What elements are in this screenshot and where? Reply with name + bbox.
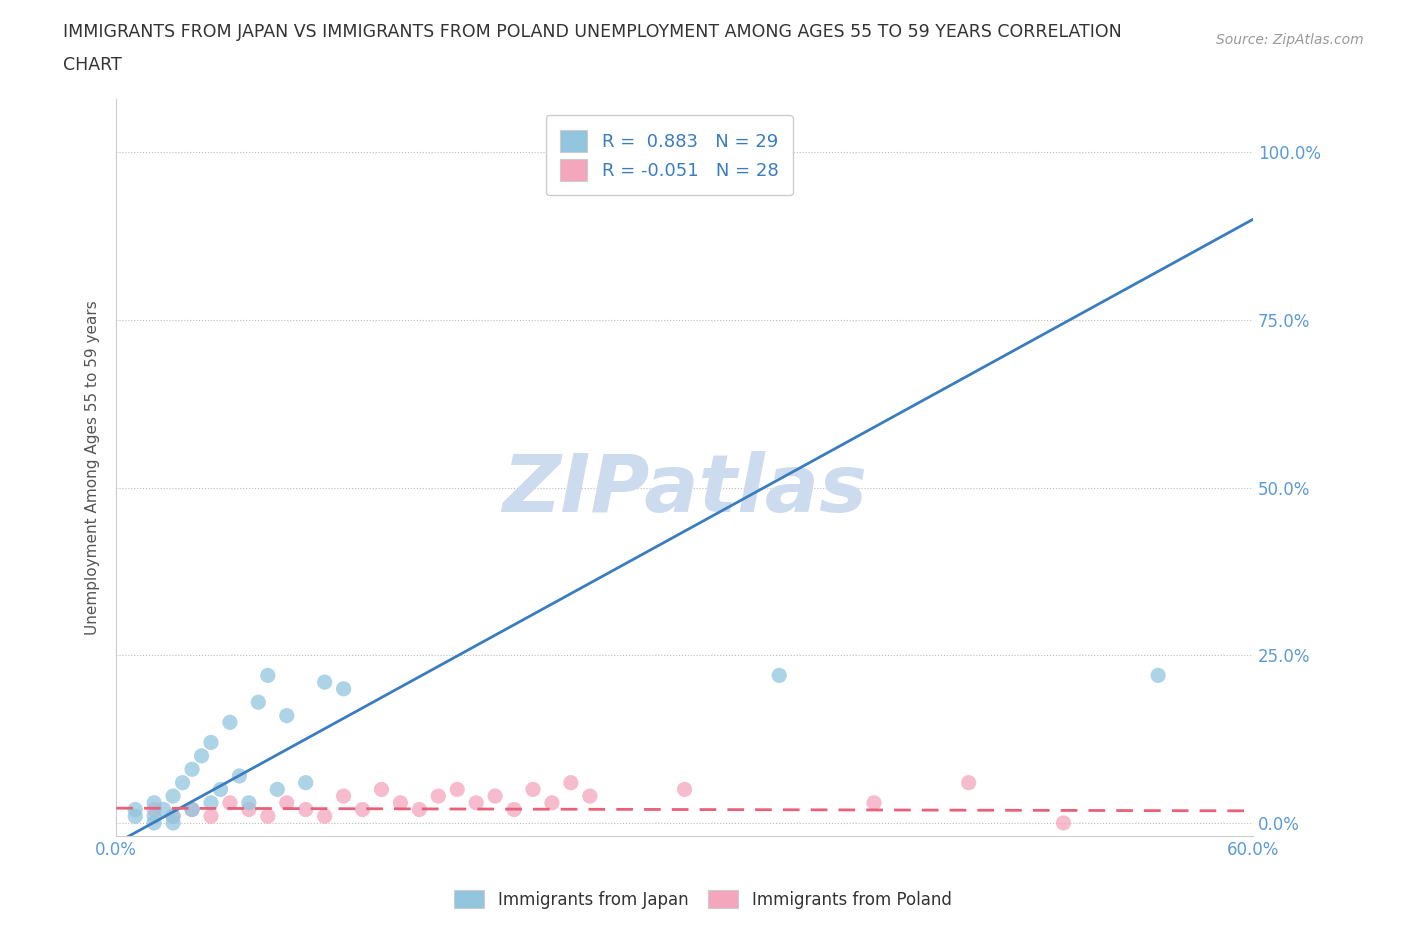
- Point: [370, 782, 392, 797]
- Point: [408, 802, 430, 817]
- Point: [579, 789, 602, 804]
- Legend: Immigrants from Japan, Immigrants from Poland: Immigrants from Japan, Immigrants from P…: [446, 882, 960, 917]
- Point: [1147, 668, 1170, 683]
- Point: [294, 802, 316, 817]
- Point: [181, 802, 204, 817]
- Point: [181, 802, 204, 817]
- Point: [190, 749, 212, 764]
- Point: [957, 776, 980, 790]
- Text: CHART: CHART: [63, 56, 122, 73]
- Point: [124, 802, 146, 817]
- Point: [294, 776, 316, 790]
- Point: [124, 809, 146, 824]
- Point: [162, 789, 184, 804]
- Point: [219, 715, 242, 730]
- Text: ZIPatlas: ZIPatlas: [502, 451, 868, 528]
- Point: [256, 809, 278, 824]
- Point: [181, 762, 204, 777]
- Point: [143, 802, 166, 817]
- Point: [143, 795, 166, 810]
- Point: [314, 674, 336, 689]
- Point: [276, 795, 298, 810]
- Text: IMMIGRANTS FROM JAPAN VS IMMIGRANTS FROM POLAND UNEMPLOYMENT AMONG AGES 55 TO 59: IMMIGRANTS FROM JAPAN VS IMMIGRANTS FROM…: [63, 23, 1122, 41]
- Point: [314, 809, 336, 824]
- Point: [266, 782, 288, 797]
- Point: [863, 795, 886, 810]
- Point: [247, 695, 270, 710]
- Point: [560, 776, 582, 790]
- Point: [503, 802, 526, 817]
- Point: [276, 708, 298, 723]
- Text: Source: ZipAtlas.com: Source: ZipAtlas.com: [1216, 33, 1364, 46]
- Point: [673, 782, 696, 797]
- Point: [352, 802, 374, 817]
- Point: [238, 795, 260, 810]
- Point: [332, 682, 354, 697]
- Y-axis label: Unemployment Among Ages 55 to 59 years: Unemployment Among Ages 55 to 59 years: [86, 300, 100, 635]
- Point: [484, 789, 506, 804]
- Point: [200, 795, 222, 810]
- Point: [427, 789, 450, 804]
- Point: [768, 668, 790, 683]
- Point: [162, 816, 184, 830]
- Point: [200, 735, 222, 750]
- Legend: R =  0.883   N = 29, R = -0.051   N = 28: R = 0.883 N = 29, R = -0.051 N = 28: [546, 115, 793, 195]
- Point: [172, 776, 194, 790]
- Point: [143, 809, 166, 824]
- Point: [465, 795, 488, 810]
- Point: [228, 768, 250, 783]
- Point: [143, 816, 166, 830]
- Point: [256, 668, 278, 683]
- Point: [332, 789, 354, 804]
- Point: [389, 795, 412, 810]
- Point: [522, 782, 544, 797]
- Point: [219, 795, 242, 810]
- Point: [446, 782, 468, 797]
- Point: [162, 809, 184, 824]
- Point: [200, 809, 222, 824]
- Point: [152, 802, 174, 817]
- Point: [541, 795, 564, 810]
- Point: [238, 802, 260, 817]
- Point: [1052, 816, 1074, 830]
- Point: [209, 782, 232, 797]
- Point: [162, 809, 184, 824]
